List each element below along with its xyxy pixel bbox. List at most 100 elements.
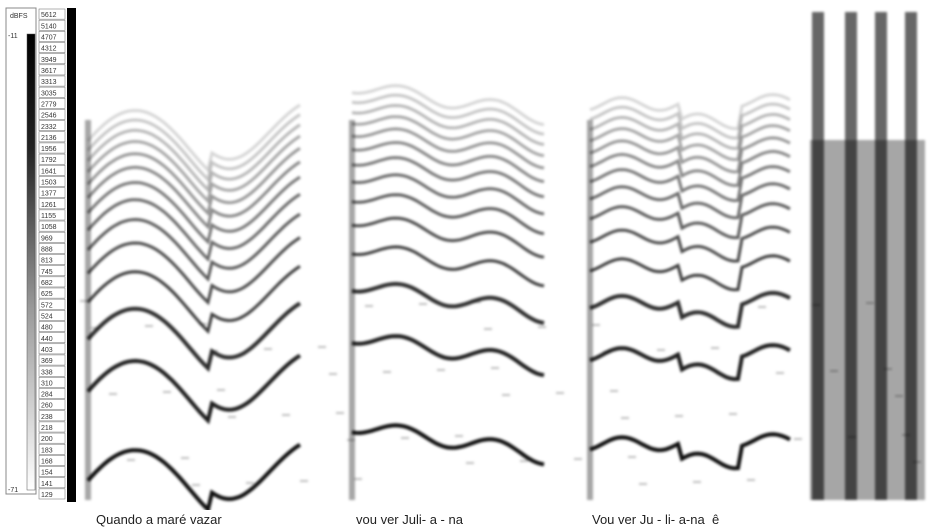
label-box <box>38 142 66 154</box>
label-box <box>38 120 66 132</box>
noise <box>812 304 820 306</box>
colorbar-unit: dBFS <box>10 13 28 20</box>
noise-region <box>810 140 925 500</box>
harmonic <box>589 165 791 203</box>
noise <box>329 373 337 375</box>
frequency-label: 3949 <box>41 57 57 64</box>
spectrogram-view: dBFS -11 -71 5612 5140 4707 4312 3949 3617 331… <box>5 7 925 510</box>
frequency-label: 2136 <box>41 135 57 142</box>
label-box <box>38 354 66 366</box>
frequency-label: 2332 <box>41 124 57 131</box>
harmonic <box>86 353 302 425</box>
frequency-label: 3313 <box>41 79 57 86</box>
harmonic <box>351 173 545 216</box>
harmonic <box>589 290 791 329</box>
frequency-label: 403 <box>41 347 53 354</box>
harmonic <box>86 134 301 204</box>
label-box <box>38 42 66 53</box>
frequency-label: 625 <box>41 291 53 298</box>
noise <box>484 328 492 330</box>
label-box <box>38 488 66 500</box>
noise <box>913 461 921 463</box>
harmonic <box>589 202 791 240</box>
label-box <box>38 153 66 165</box>
lyric: Vou ver Ju - li- a-na ê <box>592 512 720 527</box>
noise <box>145 325 153 327</box>
noise <box>192 484 200 486</box>
harmonic <box>589 124 791 162</box>
noise <box>639 483 647 485</box>
noise <box>491 367 499 369</box>
noise <box>711 347 719 349</box>
noise <box>282 414 290 416</box>
frequency-label: 369 <box>41 358 53 365</box>
frequency-label: 154 <box>41 470 53 477</box>
harmonic <box>86 113 301 183</box>
label-box <box>38 432 66 444</box>
label-box <box>38 421 66 433</box>
frequency-label: 1261 <box>41 202 57 209</box>
frequency-label: 888 <box>41 247 53 254</box>
frequency-label: 745 <box>41 269 53 276</box>
axis-bar <box>67 8 76 502</box>
harmonic <box>351 103 545 146</box>
noise <box>621 417 629 419</box>
frequency-label: 5612 <box>41 12 57 19</box>
lyric: Quando a maré vazar <box>96 512 222 527</box>
lyric: vou ver Juli- a - na <box>356 512 463 527</box>
harmonic <box>589 93 791 131</box>
label-box <box>38 466 66 477</box>
frequency-label: 1155 <box>41 213 56 220</box>
frequency-label: 200 <box>41 436 53 443</box>
noise <box>693 481 701 483</box>
noise <box>866 302 874 304</box>
label-box <box>38 19 66 31</box>
label-box <box>38 109 66 120</box>
noise <box>127 459 135 461</box>
label-box <box>38 477 66 489</box>
noise <box>210 350 218 352</box>
noise <box>592 324 600 326</box>
harmonic <box>86 147 301 217</box>
frequency-label: 1058 <box>41 224 57 231</box>
harmonic <box>86 301 302 373</box>
harmonic <box>589 254 791 292</box>
noise <box>217 389 225 391</box>
label-box <box>38 98 66 109</box>
frequency-axis: 5612 5140 4707 4312 3949 3617 3313 3035 2779 2546… <box>38 8 66 500</box>
label-box <box>38 243 66 254</box>
frequency-label: 1792 <box>41 157 57 164</box>
label-box <box>38 254 66 265</box>
frequency-label: 338 <box>41 369 53 376</box>
noise <box>466 462 474 464</box>
colorbar-min: -71 <box>8 487 18 494</box>
label-box <box>38 276 66 288</box>
label-box <box>38 332 66 344</box>
frequency-label: 183 <box>41 447 53 454</box>
label-box <box>38 343 66 355</box>
noise <box>199 323 207 325</box>
harmonic <box>589 102 791 140</box>
label-box <box>38 31 66 42</box>
harmonic <box>351 281 545 325</box>
frequency-label: 813 <box>41 258 53 265</box>
label-box <box>38 220 66 232</box>
noise <box>163 391 171 393</box>
label-box <box>38 176 66 187</box>
harmonic <box>86 123 301 193</box>
frequency-label: 284 <box>41 392 53 399</box>
label-box <box>38 187 66 198</box>
harmonic <box>351 93 545 136</box>
harmonic <box>351 84 545 127</box>
noise <box>181 457 189 459</box>
label-box <box>38 365 66 377</box>
harmonic <box>86 192 301 263</box>
noise <box>264 348 272 350</box>
frequency-label: 141 <box>41 481 53 488</box>
noise <box>628 456 636 458</box>
noise <box>300 480 308 482</box>
frequency-label: 260 <box>41 403 53 410</box>
harmonic <box>351 423 545 467</box>
noise <box>354 478 362 480</box>
